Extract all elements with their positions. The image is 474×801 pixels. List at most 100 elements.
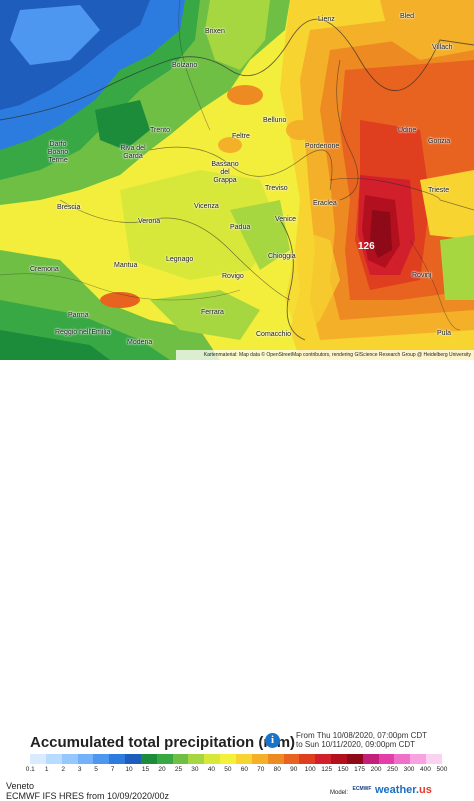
city-label: Lienz [318, 16, 335, 23]
scale-swatch [331, 754, 347, 764]
scale-tick-label: 150 [337, 766, 349, 773]
city-label: Reggio nell'Emilia [55, 329, 111, 336]
scale-swatch [45, 754, 62, 764]
scale-swatch [394, 754, 411, 764]
city-label: Darfo Boario Terme [47, 141, 69, 164]
scale-tick-label: 30 [191, 766, 199, 773]
scale-tick-label: 300 [403, 766, 415, 773]
scale-tick-label: 80 [273, 766, 281, 773]
scale-tick-label: 500 [436, 766, 448, 773]
scale-tick-label: 20 [158, 766, 166, 773]
city-label: Comacchio [256, 331, 292, 338]
scale-swatch [93, 754, 110, 764]
city-label: Pula [437, 330, 452, 337]
precipitation-map[interactable]: Brixen Bolzano Lienz Villach Trento Bell… [0, 0, 474, 360]
scale-swatch [235, 754, 252, 764]
scale-swatch [125, 754, 141, 764]
scale-swatch [426, 754, 442, 764]
city-label: Riva del Garda [120, 145, 146, 160]
city-label: Pordenone [305, 143, 340, 150]
city-label: Ferrara [201, 309, 224, 316]
scale-tick-label: 15 [141, 766, 150, 773]
legend-footer: Accumulated total precipitation (mm) i F… [0, 360, 474, 801]
city-label: Vicenza [194, 203, 219, 210]
scale-tick-label: 90 [290, 766, 298, 773]
city-label: Bled [400, 13, 415, 20]
scale-swatch [410, 754, 427, 764]
scale-swatch [61, 754, 78, 764]
time-range: From Thu 10/08/2020, 07:00pm CDT to Sun … [296, 731, 427, 749]
scale-swatch [30, 754, 46, 764]
weather-us-logo[interactable]: weather.us [375, 784, 432, 796]
scale-swatch [77, 754, 94, 764]
color-scale [30, 754, 442, 764]
scale-swatch [283, 754, 300, 764]
scale-tick-label: 3 [77, 766, 82, 773]
scale-swatch [172, 754, 189, 764]
scale-swatch [346, 754, 363, 764]
city-label: Rovinj [412, 272, 432, 279]
city-label: Eraclea [313, 200, 337, 207]
ecmwf-logo: ECMWF [352, 786, 372, 792]
color-scale-ticks: 0.1 1 2 3 5 7 10 15 20 25 30 40 50 60 70 80 90 100 125 150 1… [22, 766, 450, 773]
scale-swatch [267, 754, 284, 764]
scale-swatch [188, 754, 205, 764]
brand-accent: us [419, 784, 432, 796]
scale-tick-label: 7 [110, 766, 115, 773]
model-run: ECMWF IFS HRES from 10/09/2020/00z [6, 791, 170, 801]
region-name: Veneto [6, 781, 35, 791]
scale-swatch [220, 754, 236, 764]
time-range-end: to Sun 10/11/2020, 09:00pm CDT [296, 740, 416, 749]
scale-swatch [378, 754, 395, 764]
scale-swatch [140, 754, 157, 764]
city-label: Bolzano [172, 62, 198, 69]
city-label: Bassano del Grappa [211, 161, 239, 184]
model-label: Model: [330, 790, 349, 796]
scale-tick-label: 40 [207, 766, 215, 773]
scale-swatch [251, 754, 268, 764]
city-label: Rovigo [222, 273, 244, 280]
scale-tick-label: 2 [61, 766, 65, 773]
city-label: Venice [275, 216, 297, 223]
scale-swatch [204, 754, 221, 764]
brand-main: weather. [375, 784, 420, 796]
city-label: Trieste [428, 187, 450, 194]
precipitation-field [0, 0, 474, 360]
scale-tick-label: 200 [370, 766, 382, 773]
peak-value-label: 126 [358, 241, 375, 252]
scale-swatch [156, 754, 173, 764]
city-label: Brixen [205, 28, 225, 35]
city-label: Belluno [263, 117, 287, 124]
legend-title: Accumulated total precipitation (mm) [30, 734, 296, 751]
scale-tick-label: 0.1 [25, 766, 35, 773]
scale-tick-label: 1 [44, 766, 49, 773]
city-label: Trento [150, 127, 170, 134]
scale-tick-label: 175 [354, 766, 366, 773]
city-label: Udine [398, 127, 417, 134]
city-label: Brescia [57, 204, 81, 211]
city-label: Mantua [114, 262, 138, 269]
scale-tick-label: 5 [94, 766, 98, 773]
scale-tick-label: 60 [240, 766, 248, 773]
scale-tick-label: 125 [321, 766, 333, 773]
city-label: Chioggia [268, 253, 296, 260]
city-label: Parma [68, 312, 89, 319]
scale-tick-label: 250 [387, 766, 398, 773]
time-range-start: From Thu 10/08/2020, 07:00pm CDT [296, 731, 428, 740]
scale-swatch [109, 754, 126, 764]
city-label: Modena [127, 339, 153, 346]
scale-tick-label: 70 [257, 766, 265, 773]
info-icon[interactable]: i [265, 733, 280, 748]
scale-tick-label: 10 [125, 766, 133, 773]
city-label: Treviso [265, 185, 288, 192]
city-label: Legnago [166, 256, 194, 263]
city-label: Villach [432, 44, 453, 51]
scale-swatch [315, 754, 332, 764]
scale-tick-label: 400 [420, 766, 431, 773]
city-label: Gorizia [428, 138, 451, 145]
city-label: Feltre [232, 133, 250, 140]
scale-swatch [362, 754, 379, 764]
city-label: Cremona [30, 266, 59, 273]
city-label: Verona [138, 218, 161, 225]
city-label: Padua [230, 224, 251, 231]
